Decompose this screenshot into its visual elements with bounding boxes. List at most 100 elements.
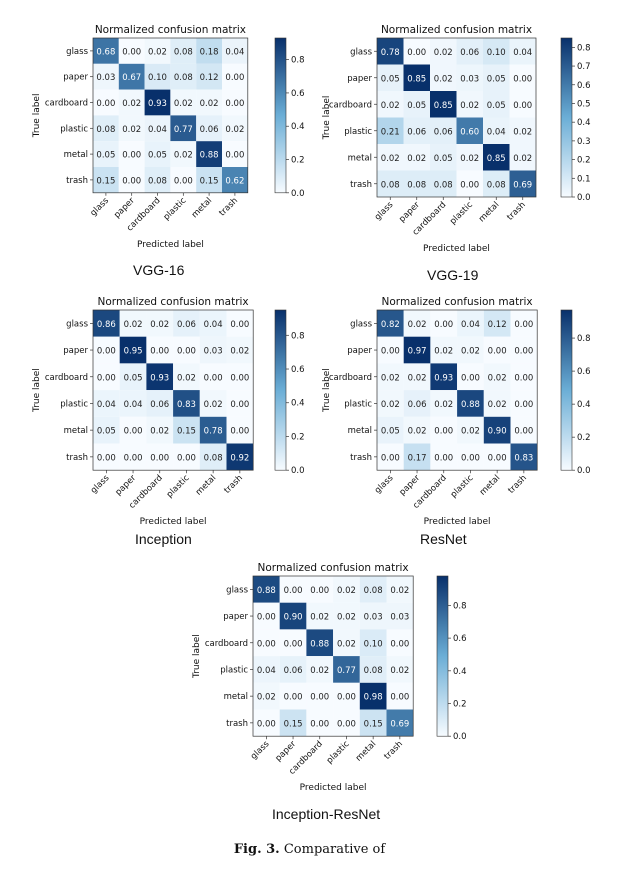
matrix-cell — [386, 709, 414, 737]
matrix-cell — [93, 443, 120, 471]
cell-value-label: 0.02 — [381, 101, 400, 111]
colorbar-tick-label: 0.0 — [577, 466, 591, 476]
cell-value-label: 0.00 — [381, 347, 400, 357]
cell-value-label: 0.00 — [122, 151, 141, 161]
x-tick-label: trash — [222, 473, 245, 496]
matrix-cell — [403, 144, 430, 171]
cell-value-label: 0.02 — [434, 48, 453, 58]
matrix-cell — [173, 363, 200, 391]
y-tick-label: paper — [63, 73, 88, 83]
matrix-cell — [118, 115, 145, 142]
matrix-cell — [403, 336, 431, 364]
cell-value-label: 0.93 — [150, 373, 169, 383]
colorbar — [274, 309, 287, 471]
matrix-cell — [510, 416, 538, 444]
colorbar-tick-label: 0.8 — [577, 43, 591, 53]
matrix-cell — [333, 709, 360, 737]
cell-value-label: 0.02 — [122, 99, 141, 109]
cell-value-label: 0.02 — [408, 373, 427, 383]
matrix-cell — [306, 576, 334, 603]
y-tick-label: plastic — [220, 665, 248, 675]
x-tick-label: plastic — [449, 473, 476, 500]
matrix-cell — [430, 64, 457, 91]
matrix-cell — [456, 64, 483, 91]
matrix-cell — [377, 416, 404, 444]
matrix-cell — [377, 38, 404, 65]
cell-value-label: 0.00 — [461, 453, 480, 463]
cell-value-label: 0.08 — [364, 666, 383, 676]
cell-value-label: 0.00 — [284, 639, 303, 649]
cell-value-label: 0.78 — [381, 48, 400, 58]
matrix-cell — [377, 310, 404, 337]
cell-value-label: 0.08 — [174, 47, 193, 57]
matrix-cell — [359, 709, 387, 737]
y-tick-label: cardboard — [45, 373, 88, 383]
matrix-cell — [170, 167, 197, 193]
cell-value-label: 0.00 — [461, 373, 480, 383]
y-tick-label: glass — [226, 585, 248, 595]
plot-frame — [92, 37, 249, 194]
y-tick-label: paper — [223, 612, 248, 622]
cell-value-label: 0.02 — [310, 613, 329, 623]
matrix-cell — [306, 602, 334, 630]
matrix-cell — [457, 443, 484, 471]
cell-value-label: 0.02 — [174, 151, 193, 161]
x-tick-label: trash — [506, 473, 529, 496]
cell-value-label: 0.04 — [225, 47, 244, 57]
cell-value-label: 0.00 — [230, 320, 249, 330]
cell-value-label: 0.02 — [381, 373, 400, 383]
cell-value-label: 0.00 — [514, 427, 533, 437]
chart-title: Normalized confusion matrix — [98, 296, 249, 308]
cell-value-label: 0.00 — [124, 453, 143, 463]
caption-text: Comparative of — [283, 842, 386, 857]
y-tick-label: cardboard — [45, 99, 88, 109]
matrix-cell — [509, 117, 536, 144]
matrix-cell — [146, 336, 174, 364]
matrix-cell — [196, 141, 222, 167]
cell-value-label: 0.08 — [174, 73, 193, 83]
plot-frame — [252, 575, 414, 737]
cell-value-label: 0.10 — [364, 639, 383, 649]
x-tick-label: plastic — [448, 200, 475, 227]
cell-value-label: 0.86 — [97, 320, 116, 330]
matrix-cell — [279, 629, 307, 657]
cell-value-label: 0.90 — [488, 427, 507, 437]
cell-value-label: 0.69 — [390, 719, 409, 729]
matrix-cell — [222, 63, 248, 90]
matrix-cell — [359, 656, 387, 683]
cell-value-label: 0.02 — [337, 586, 356, 596]
cell-value-label: 0.02 — [390, 586, 409, 596]
cell-value-label: 0.00 — [204, 373, 223, 383]
matrix-cell — [377, 64, 404, 91]
cell-value-label: 0.00 — [514, 320, 533, 330]
matrix-cell — [199, 443, 227, 471]
colorbar-tick-label: 0.5 — [577, 99, 591, 109]
x-tick-label: plastic — [162, 196, 189, 223]
cell-value-label: 0.03 — [96, 73, 115, 83]
matrix-cell — [144, 167, 171, 193]
model-label-vgg16: VGG-16 — [133, 262, 185, 278]
matrix-cell — [483, 144, 510, 171]
cell-value-label: 0.00 — [434, 320, 453, 330]
cell-value-label: 0.05 — [97, 427, 116, 437]
matrix-cell — [377, 363, 404, 391]
matrix-cell — [119, 363, 147, 391]
colorbar — [436, 575, 449, 737]
cell-value-label: 0.02 — [434, 74, 453, 84]
matrix-cell — [403, 117, 430, 144]
colorbar-tick-label: 0.6 — [453, 634, 467, 644]
matrix-cell — [118, 38, 145, 64]
y-axis-label: True label — [322, 96, 332, 141]
matrix-cell — [173, 443, 200, 471]
matrix-cell — [483, 443, 511, 471]
x-tick-label: metal — [190, 196, 214, 220]
cell-value-label: 0.00 — [122, 47, 141, 57]
cell-value-label: 0.15 — [96, 176, 115, 186]
heatmap-svg: Normalized confusion matrix 0.86 0.02 0.02 0… — [32, 296, 305, 527]
matrix-cell — [118, 63, 145, 90]
colorbar-tick-label: 0.2 — [291, 432, 305, 442]
matrix-cell — [222, 38, 248, 64]
confusion-matrix-inception: Normalized confusion matrix 0.86 0.02 0.02 0… — [25, 292, 315, 532]
colorbar-tick-label: 0.4 — [453, 667, 467, 677]
cell-value-label: 0.02 — [257, 693, 276, 703]
